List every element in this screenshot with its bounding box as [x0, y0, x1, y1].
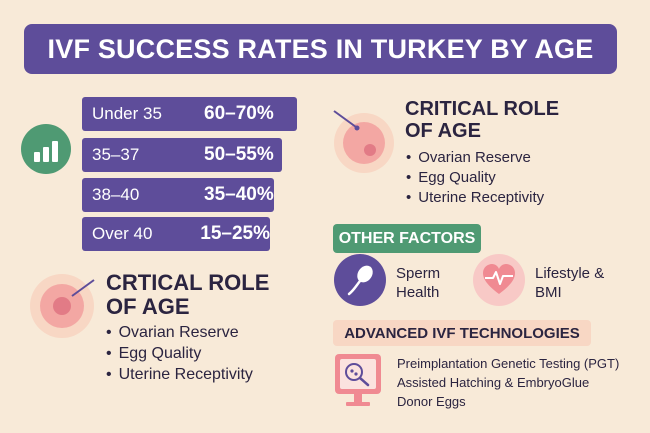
sperm-label-line2: Health	[396, 284, 440, 301]
list-item: Uterine Receptivity	[106, 364, 253, 385]
lifestyle-label-line2: BMI	[535, 284, 562, 301]
critical-title-line1: CRTICAL ROLE	[106, 270, 270, 295]
rate-value: 15–25%	[200, 223, 270, 244]
rate-value: 60–70%	[204, 103, 274, 124]
title-banner: IVF SUCCESS RATES IN TURKEY BY AGE	[24, 24, 617, 74]
critical-role-title-top: CRITICAL ROLE OF AGE	[405, 98, 559, 142]
list-item: Donor Eggs	[397, 394, 466, 409]
list-item: Uterine Receptivity	[406, 188, 544, 208]
rate-row-under-35: Under 35 60–70%	[82, 97, 297, 131]
rate-value: 35–40%	[204, 184, 274, 205]
sperm-health-label: Sperm Health	[396, 264, 440, 302]
rate-row-over-40: Over 40 15–25%	[82, 217, 270, 251]
list-item: Assisted Hatching & EmbryoGlue	[397, 375, 590, 390]
age-label: Under 35	[92, 104, 162, 123]
lifestyle-label: Lifestyle & BMI	[535, 264, 604, 302]
lifestyle-label-line1: Lifestyle &	[535, 265, 605, 282]
critical-role-title-bottom: CRTICAL ROLE OF AGE	[106, 270, 270, 320]
lifestyle-badge	[473, 254, 525, 306]
critical-title-line2: OF AGE	[106, 294, 190, 320]
critical-list-top: Ovarian Reserve Egg Quality Uterine Rece…	[406, 148, 544, 208]
critical-list-bottom: Ovarian Reserve Egg Quality Uterine Rece…	[106, 322, 253, 385]
advanced-tech-list: Preimplantation Genetic Testing (PGT) As…	[397, 354, 619, 411]
critical-title-line1: CRITICAL ROLE	[405, 98, 560, 120]
heart-pulse-icon	[483, 264, 515, 294]
sperm-label-line1: Sperm	[396, 265, 441, 282]
age-label: Over 40	[92, 224, 153, 243]
monitor-microscope-icon	[335, 354, 381, 406]
rate-row-35-37: 35–37 50–55%	[82, 138, 282, 172]
sperm-badge	[334, 254, 386, 306]
advanced-tech-pill: ADVANCED IVF TECHNOLOGIES	[333, 320, 591, 346]
age-label: 35–37	[92, 145, 140, 164]
sperm-icon	[347, 265, 373, 296]
list-item: Egg Quality	[406, 168, 544, 188]
chart-badge	[21, 124, 71, 174]
egg-cell-icon-top	[326, 103, 398, 180]
other-factors-label: OTHER FACTORS	[338, 229, 476, 247]
egg-cell-icon	[333, 110, 394, 173]
age-label: 38–40	[92, 185, 140, 204]
egg-cell-icon	[30, 274, 95, 338]
bar-chart-icon	[34, 141, 58, 162]
rate-row-38-40: 38–40 35–40%	[82, 178, 274, 212]
page-title: IVF SUCCESS RATES IN TURKEY BY AGE	[47, 33, 594, 64]
list-item: Ovarian Reserve	[406, 148, 544, 168]
critical-title-line2: OF AGE	[405, 120, 481, 142]
list-item: Preimplantation Genetic Testing (PGT)	[397, 356, 620, 371]
rate-value: 50–55%	[204, 144, 274, 165]
list-item: Ovarian Reserve	[106, 322, 253, 343]
other-factors-pill: OTHER FACTORS	[333, 224, 481, 253]
egg-cell-icon-bottom	[28, 268, 100, 345]
monitor-badge	[332, 351, 386, 422]
list-item: Egg Quality	[106, 343, 253, 364]
advanced-tech-label: ADVANCED IVF TECHNOLOGIES	[344, 324, 580, 342]
